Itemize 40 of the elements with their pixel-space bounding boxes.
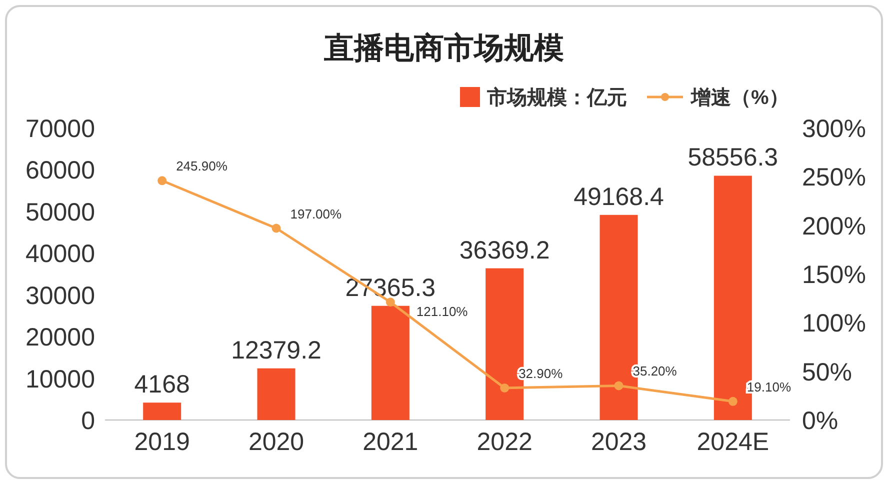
y-tick-label: 70000 xyxy=(25,115,95,143)
data-label: 36369.2 xyxy=(459,236,550,264)
y2-tick-label: 150% xyxy=(802,261,866,289)
y-tick-label: 50000 xyxy=(25,198,95,226)
legend-label: 增速（%） xyxy=(690,87,789,109)
point xyxy=(728,396,738,406)
y2-tick-label: 300% xyxy=(802,115,866,143)
data-label: 245.90% xyxy=(176,158,228,174)
y2-tick-label: 250% xyxy=(802,164,866,192)
x-tick-label: 2022 xyxy=(476,428,532,456)
y-tick-label: 10000 xyxy=(25,365,95,394)
y-tick-label: 60000 xyxy=(25,156,95,185)
data-label: 58556.3 xyxy=(688,144,778,172)
y-tick-label: 30000 xyxy=(25,282,95,310)
data-label: 197.00% xyxy=(290,206,342,222)
y2-tick-label: 100% xyxy=(802,310,866,338)
y-tick-label: 20000 xyxy=(25,324,95,352)
point xyxy=(272,224,281,233)
y2-tick-label: 0% xyxy=(802,407,838,435)
y-tick-label: 0 xyxy=(81,407,95,435)
x-tick-label: 2024E xyxy=(696,428,770,456)
bar xyxy=(257,368,296,420)
chart-title: 直播电商市场规模 xyxy=(323,31,564,65)
x-tick-label: 2020 xyxy=(248,428,304,456)
y2-tick-label: 50% xyxy=(802,358,852,386)
point xyxy=(500,383,510,392)
point xyxy=(158,176,167,186)
x-tick-label: 2021 xyxy=(362,428,418,456)
point xyxy=(614,381,624,390)
x-tick-label: 2019 xyxy=(134,428,190,456)
data-label: 4168 xyxy=(134,370,190,399)
legend-label: 市场规模：亿元 xyxy=(486,86,627,109)
data-label: 49168.4 xyxy=(574,182,664,211)
y2-tick-label: 200% xyxy=(802,212,866,240)
data-label: 121.10% xyxy=(416,304,468,320)
data-label: 12379.2 xyxy=(231,336,322,364)
bar xyxy=(371,306,410,420)
y-tick-label: 40000 xyxy=(25,240,95,268)
x-tick-label: 2023 xyxy=(590,428,647,456)
bar xyxy=(143,402,182,420)
